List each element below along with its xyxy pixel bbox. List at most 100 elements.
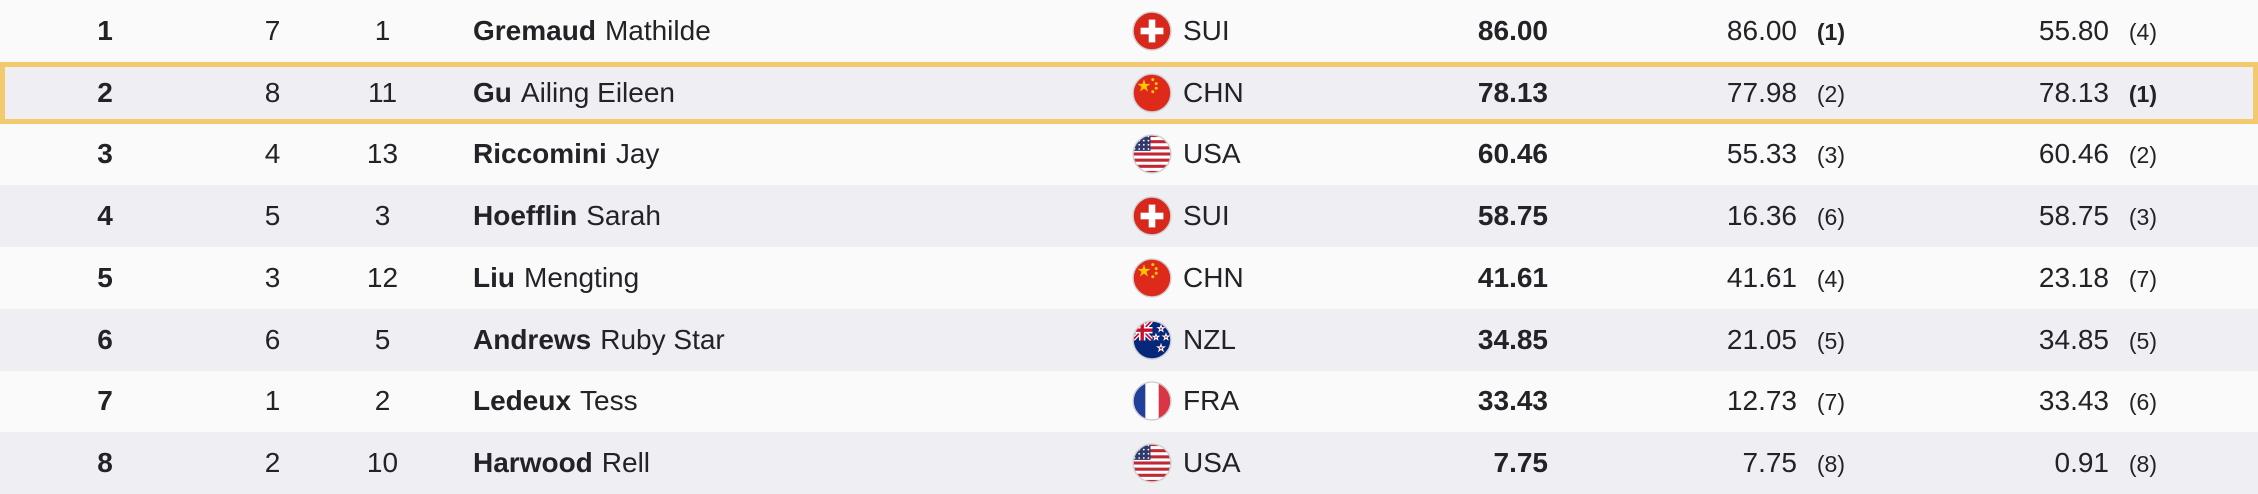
- bib-cell: 10: [335, 432, 430, 494]
- order-cell: 5: [210, 185, 335, 247]
- athlete-last-name: Ledeux: [473, 385, 572, 417]
- run2-score: 33.43: [2038, 385, 2109, 417]
- bib-value: 10: [366, 447, 399, 479]
- athlete-last-name: Liu: [473, 261, 515, 293]
- run2-cell: 33.43 (6): [1845, 371, 2157, 433]
- run2-rank: (4): [2128, 18, 2157, 45]
- run1-rank: (1): [1816, 18, 1845, 45]
- run2-cell: 58.75 (3): [1845, 185, 2157, 247]
- run2-rank: (8): [2128, 451, 2157, 478]
- table-row[interactable]: 3 4 13 Riccomini Jay USA 60.46 55.33 (3) …: [0, 123, 2258, 186]
- athlete-last-name: Riccomini: [473, 138, 607, 170]
- flag-sui-icon: [1132, 196, 1172, 236]
- order-cell: 2: [210, 432, 335, 494]
- order-value: 3: [264, 261, 281, 293]
- athlete-name-cell: Liu Mengting: [430, 247, 1100, 309]
- run2-score: 60.46: [2038, 138, 2109, 170]
- athlete-last-name: Gremaud: [473, 14, 596, 46]
- order-cell: 6: [210, 309, 335, 371]
- run1-score: 55.33: [1726, 138, 1797, 170]
- table-row[interactable]: 4 5 3 Hoefflin Sarah SUI 58.75 16.36 (6) …: [0, 185, 2258, 247]
- rank-cell: 1: [0, 0, 210, 62]
- order-value: 8: [264, 76, 281, 108]
- flag-nzl-icon: [1132, 320, 1172, 360]
- athlete-last-name: Hoefflin: [473, 200, 578, 232]
- noc-code: USA: [1183, 447, 1241, 479]
- flag-usa-icon: [1132, 134, 1172, 174]
- order-value: 4: [264, 138, 281, 170]
- athlete-last-name: Gu: [473, 76, 512, 108]
- rank-cell: 6: [0, 309, 210, 371]
- run1-rank: (7): [1816, 389, 1845, 416]
- bib-cell: 5: [335, 309, 430, 371]
- run1-score: 41.61: [1726, 261, 1797, 293]
- country-cell: USA: [1100, 124, 1420, 186]
- noc-code: NZL: [1183, 323, 1236, 355]
- table-row[interactable]: 6 6 5 Andrews Ruby Star NZL 34.85 21.05 (…: [0, 308, 2258, 371]
- table-row[interactable]: 2 8 11 Gu Ailing Eileen CHN 78.13 77.98 (…: [0, 61, 2258, 124]
- noc-code: SUI: [1183, 14, 1230, 46]
- table-row[interactable]: 1 7 1 Gremaud Mathilde SUI 86.00 86.00 (1…: [0, 0, 2258, 62]
- rank-value: 4: [97, 200, 113, 232]
- run2-score: 23.18: [2038, 261, 2109, 293]
- run2-cell: 0.91 (8): [1845, 432, 2158, 494]
- bib-value: 5: [374, 323, 391, 355]
- run1-rank: (8): [1816, 451, 1845, 478]
- flag-fra-icon: [1132, 381, 1172, 421]
- bib-value: 13: [366, 138, 399, 170]
- order-cell: 7: [210, 0, 335, 62]
- run1-cell: 12.73 (7): [1548, 371, 1845, 433]
- run1-cell: 77.98 (2): [1548, 62, 1845, 124]
- athlete-first-name: Jay: [615, 138, 660, 170]
- best-score: 41.61: [1477, 261, 1548, 293]
- athlete-first-name: Rell: [601, 447, 651, 479]
- rank-value: 5: [97, 261, 113, 293]
- run2-score: 55.80: [2038, 14, 2109, 46]
- flag-usa-icon: [1132, 443, 1172, 483]
- country-cell: FRA: [1100, 371, 1420, 433]
- order-value: 1: [264, 385, 281, 417]
- best-score-cell: 7.75: [1420, 432, 1549, 494]
- run2-cell: 55.80 (4): [1845, 0, 2157, 62]
- run1-cell: 86.00 (1): [1548, 0, 1845, 62]
- run1-cell: 7.75 (8): [1548, 432, 1846, 494]
- athlete-first-name: Ruby Star: [600, 323, 725, 355]
- rank-value: 6: [97, 323, 113, 355]
- best-score: 60.46: [1477, 138, 1548, 170]
- country-cell: CHN: [1100, 247, 1420, 309]
- order-cell: 3: [210, 247, 335, 309]
- run2-cell: 60.46 (2): [1845, 124, 2157, 186]
- run1-rank: (6): [1816, 204, 1845, 231]
- order-cell: 1: [210, 371, 335, 433]
- run1-rank: (4): [1816, 265, 1845, 292]
- noc-code: CHN: [1183, 261, 1244, 293]
- run2-rank: (3): [2128, 204, 2157, 231]
- run2-cell: 23.18 (7): [1845, 247, 2157, 309]
- run1-cell: 41.61 (4): [1548, 247, 1845, 309]
- athlete-name-cell: Ledeux Tess: [430, 371, 1100, 433]
- order-cell: 8: [210, 62, 335, 124]
- best-score: 34.85: [1477, 323, 1548, 355]
- bib-value: 12: [366, 261, 399, 293]
- run1-score: 12.73: [1726, 385, 1797, 417]
- run1-score: 7.75: [1742, 447, 1798, 479]
- order-value: 6: [264, 323, 281, 355]
- best-score: 78.13: [1477, 76, 1548, 108]
- table-row[interactable]: 7 1 2 Ledeux Tess FRA 33.43 12.73 (7) 33.…: [0, 370, 2258, 433]
- athlete-first-name: Mathilde: [604, 14, 711, 46]
- rank-cell: 2: [0, 62, 210, 124]
- table-row[interactable]: 5 3 12 Liu Mengting CHN 41.61 41.61 (4) 2…: [0, 247, 2258, 309]
- order-value: 2: [264, 447, 281, 479]
- athlete-name-cell: Harwood Rell: [430, 432, 1100, 494]
- table-row[interactable]: 8 2 10 Harwood Rell USA 7.75 7.75 (8) 0.9…: [0, 432, 2258, 494]
- country-cell: SUI: [1100, 0, 1420, 62]
- run2-rank: (7): [2128, 265, 2157, 292]
- athlete-name-cell: Gu Ailing Eileen: [430, 62, 1100, 124]
- best-score-cell: 86.00: [1420, 0, 1548, 62]
- run1-rank: (2): [1816, 80, 1845, 107]
- rank-value: 2: [97, 76, 113, 108]
- run2-rank: (2): [2128, 142, 2157, 169]
- best-score-cell: 78.13: [1420, 62, 1548, 124]
- bib-cell: 11: [335, 62, 430, 124]
